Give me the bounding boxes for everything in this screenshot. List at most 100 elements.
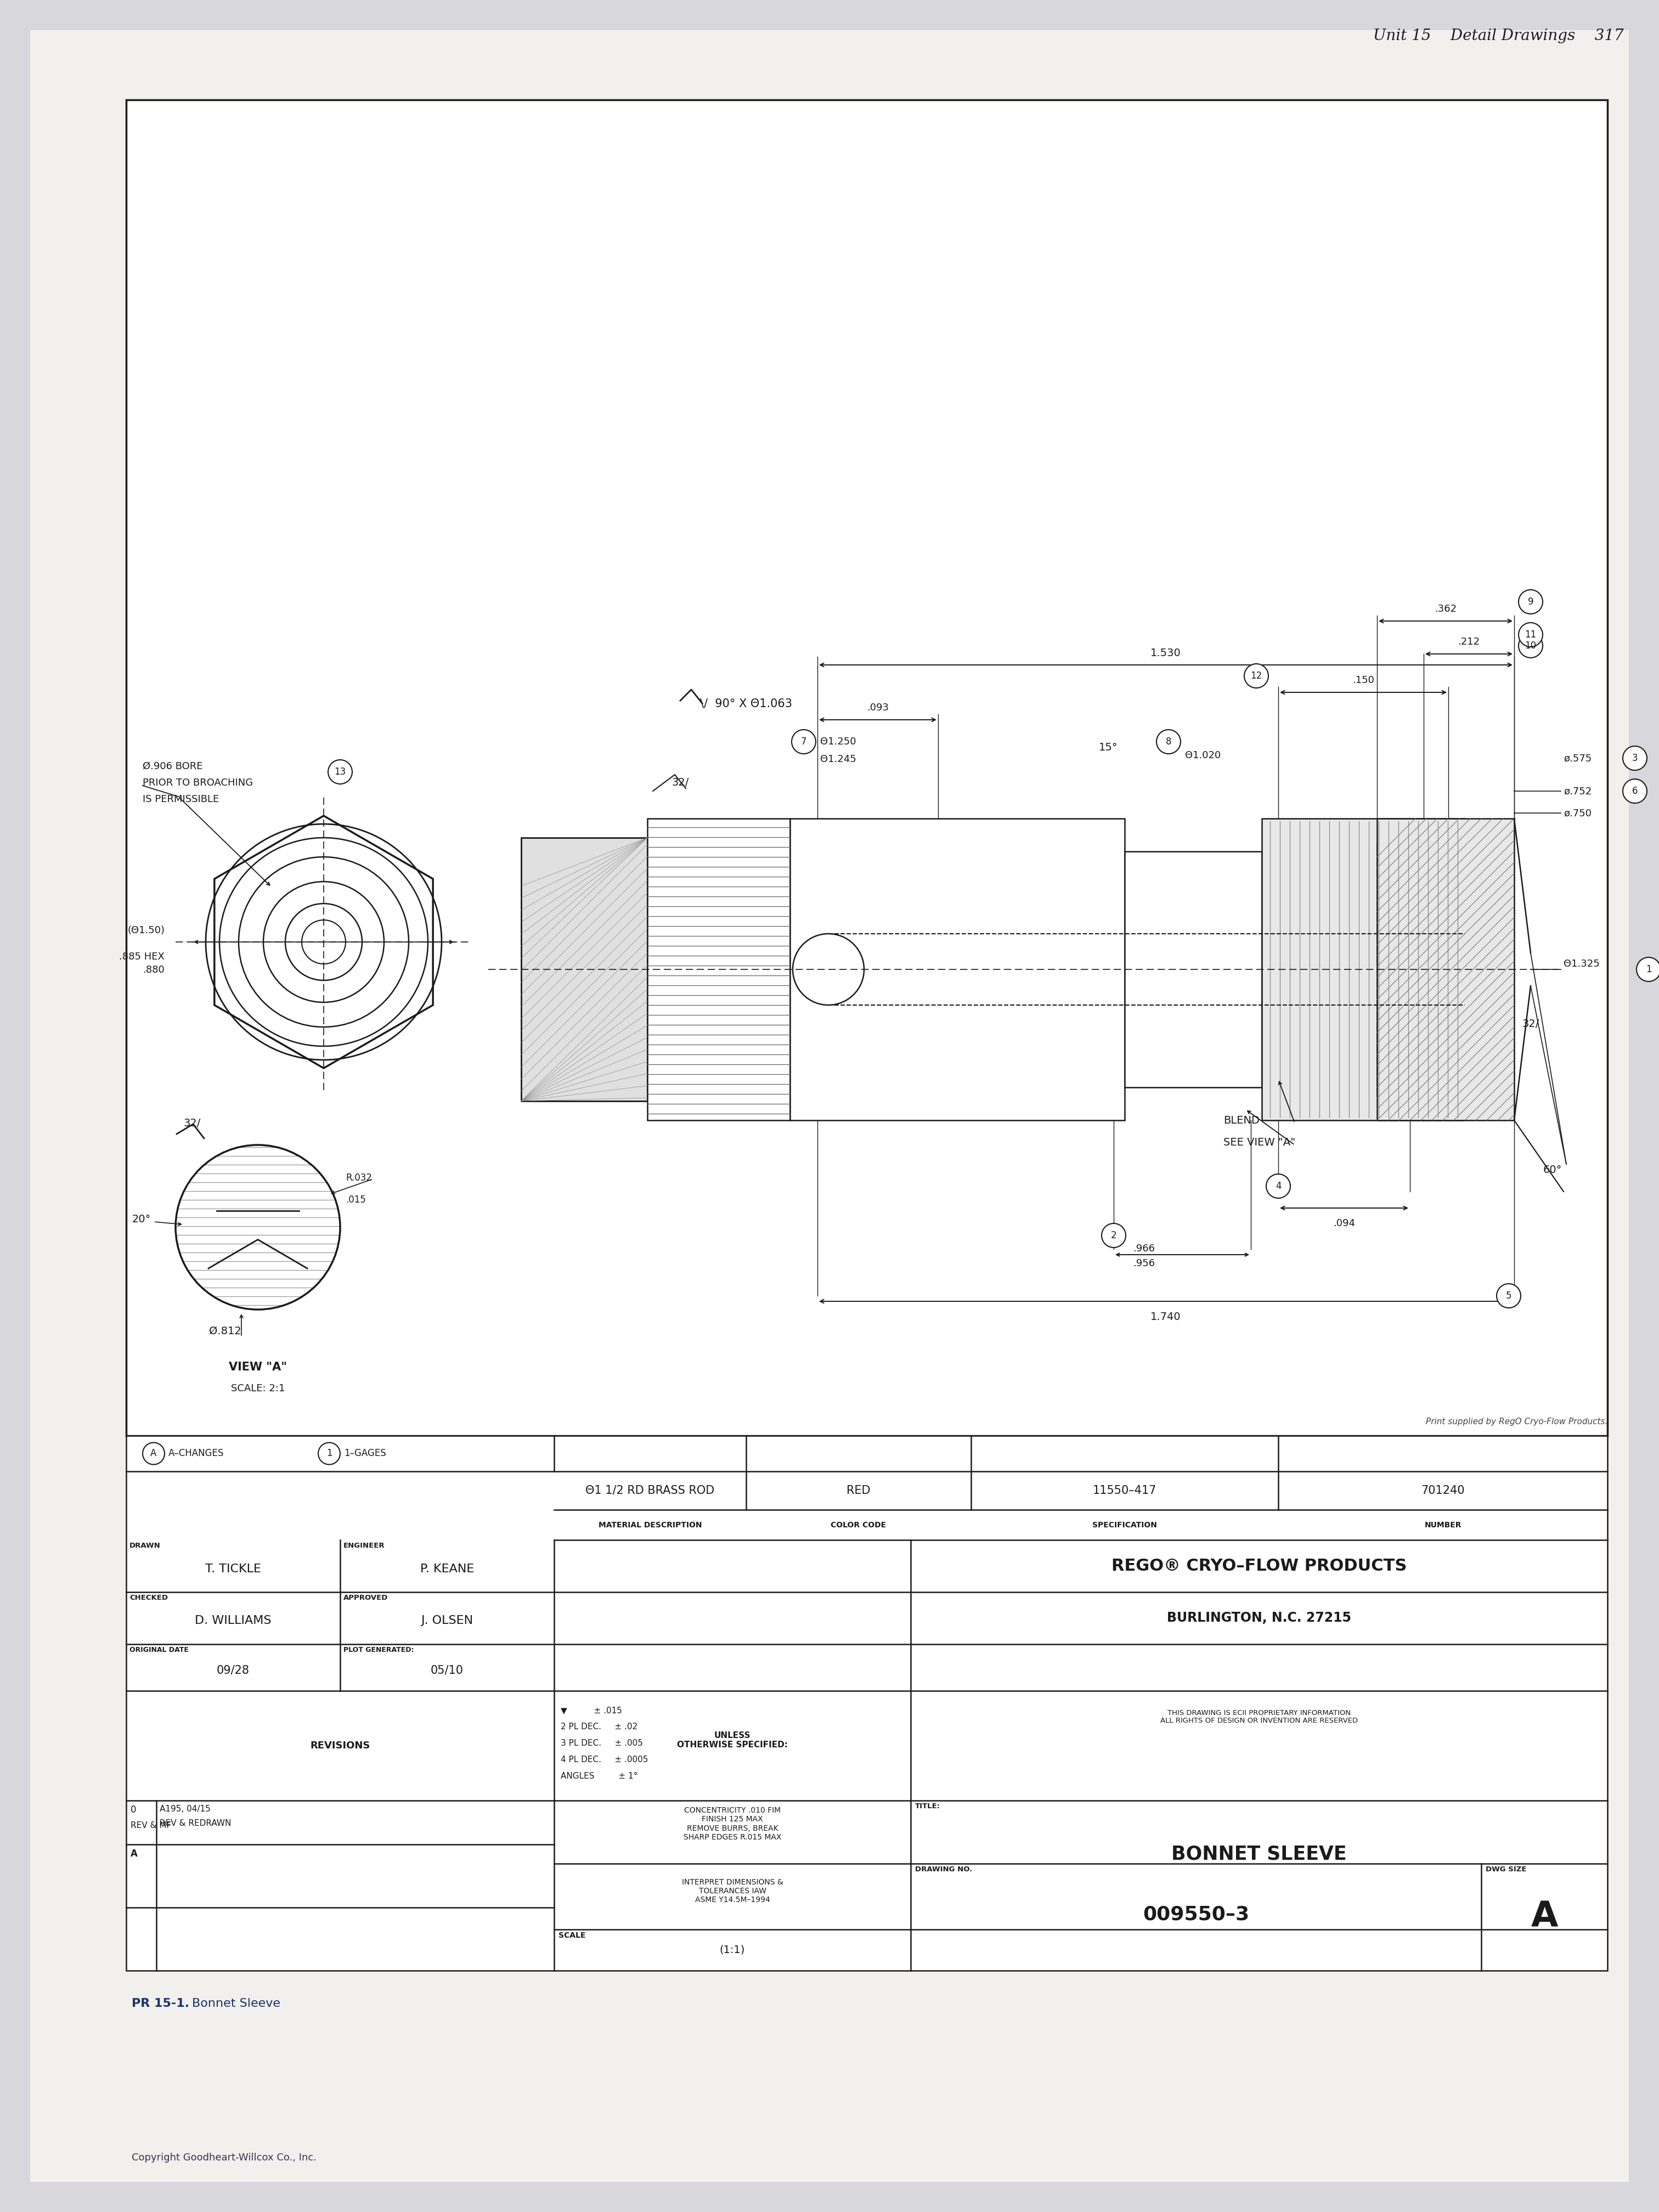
Text: Θ1.325: Θ1.325 (1563, 960, 1599, 969)
Text: 701240: 701240 (1422, 1484, 1465, 1495)
Text: REV & MF: REV & MF (131, 1820, 171, 1829)
Circle shape (143, 1442, 164, 1464)
Text: PLOT GENERATED:: PLOT GENERATED: (343, 1646, 415, 1655)
Text: Ø.906 BORE: Ø.906 BORE (143, 761, 202, 772)
Text: 009550–3: 009550–3 (1143, 1905, 1249, 1924)
Bar (1125, 852, 1262, 1088)
Text: REVISIONS: REVISIONS (310, 1741, 370, 1750)
Text: IS PERMISSIBLE: IS PERMISSIBLE (143, 794, 219, 805)
Circle shape (1518, 633, 1543, 657)
Text: 13: 13 (335, 768, 347, 776)
Text: Θ1.250: Θ1.250 (820, 737, 856, 748)
Bar (647, 818, 790, 1119)
Text: PR 15-1.: PR 15-1. (131, 1997, 189, 2008)
Text: Unit 15    Detail Drawings    317: Unit 15 Detail Drawings 317 (1374, 29, 1624, 44)
Text: 09/28: 09/28 (217, 1666, 249, 1677)
Text: ø.750: ø.750 (1563, 807, 1591, 818)
Text: D. WILLIAMS: D. WILLIAMS (194, 1615, 272, 1626)
Text: ø.575: ø.575 (1563, 754, 1591, 763)
Text: 3: 3 (1632, 754, 1637, 763)
Bar (790, 818, 1125, 1119)
Text: \/  90° X Θ1.063: \/ 90° X Θ1.063 (700, 697, 793, 708)
Text: 1: 1 (1646, 964, 1651, 973)
Text: 11550–417: 11550–417 (1093, 1484, 1156, 1495)
Circle shape (1636, 958, 1659, 982)
Text: REGO® CRYO–FLOW PRODUCTS: REGO® CRYO–FLOW PRODUCTS (1112, 1557, 1407, 1575)
Text: .966: .966 (1133, 1243, 1155, 1254)
Text: DWG SIZE: DWG SIZE (1486, 1867, 1526, 1874)
Text: .212: .212 (1458, 637, 1480, 646)
Text: 3 PL DEC.     ± .005: 3 PL DEC. ± .005 (561, 1739, 644, 1747)
Text: A–CHANGES: A–CHANGES (169, 1449, 224, 1458)
Text: ø.752: ø.752 (1563, 785, 1591, 796)
Text: CHECKED: CHECKED (129, 1595, 168, 1601)
Text: ▼          ± .015: ▼ ± .015 (561, 1705, 622, 1714)
Text: Θ1.245: Θ1.245 (820, 754, 856, 763)
Text: COLOR CODE: COLOR CODE (831, 1522, 886, 1528)
Circle shape (1156, 730, 1181, 754)
Text: ENGINEER: ENGINEER (343, 1542, 385, 1548)
Text: 4: 4 (1276, 1181, 1281, 1190)
Text: 1.530: 1.530 (1150, 648, 1181, 657)
Circle shape (791, 730, 816, 754)
Text: NUMBER: NUMBER (1425, 1522, 1462, 1528)
Bar (126, 1436, 1608, 1971)
Circle shape (1496, 1283, 1521, 1307)
Circle shape (1623, 745, 1647, 770)
Text: APPROVED: APPROVED (343, 1595, 388, 1601)
Circle shape (1244, 664, 1269, 688)
Text: A: A (1531, 1900, 1558, 1933)
Text: SCALE: SCALE (559, 1931, 586, 1940)
Bar (1262, 818, 1465, 1119)
Text: Ø.812: Ø.812 (209, 1325, 241, 1336)
Text: 1: 1 (327, 1449, 332, 1458)
Circle shape (319, 1442, 340, 1464)
Text: Θ1.020: Θ1.020 (1185, 750, 1221, 761)
Text: 2 PL DEC.     ± .02: 2 PL DEC. ± .02 (561, 1723, 637, 1730)
Text: .094: .094 (1334, 1219, 1355, 1228)
Text: .093: .093 (866, 703, 889, 712)
Text: 05/10: 05/10 (431, 1666, 463, 1677)
Text: R.032: R.032 (345, 1172, 372, 1183)
Bar (521, 838, 647, 1102)
Text: .150: .150 (1352, 675, 1374, 686)
Text: T. TICKLE: T. TICKLE (206, 1564, 260, 1575)
Text: Bonnet Sleeve: Bonnet Sleeve (192, 1997, 280, 2008)
Text: P. KEANE: P. KEANE (420, 1564, 474, 1575)
Text: RED: RED (846, 1484, 871, 1495)
Circle shape (1518, 591, 1543, 615)
Text: 1–GAGES: 1–GAGES (343, 1449, 387, 1458)
Text: 4 PL DEC.     ± .0005: 4 PL DEC. ± .0005 (561, 1756, 649, 1763)
Text: REV & REDRAWN: REV & REDRAWN (159, 1818, 231, 1827)
Text: 12: 12 (1251, 670, 1262, 681)
Text: BONNET SLEEVE: BONNET SLEEVE (1171, 1845, 1347, 1863)
Text: (1:1): (1:1) (720, 1944, 745, 1955)
Text: A195, 04/15: A195, 04/15 (159, 1805, 211, 1814)
Text: 9: 9 (1528, 597, 1533, 606)
Text: Θ1 1/2 RD BRASS ROD: Θ1 1/2 RD BRASS ROD (586, 1484, 715, 1495)
Text: MATERIAL DESCRIPTION: MATERIAL DESCRIPTION (599, 1522, 702, 1528)
Text: 32/: 32/ (1521, 1020, 1540, 1029)
Circle shape (793, 933, 864, 1004)
Text: SCALE: 2:1: SCALE: 2:1 (231, 1383, 285, 1394)
Text: SEE VIEW "A": SEE VIEW "A" (1223, 1137, 1296, 1148)
Text: J. OLSEN: J. OLSEN (421, 1615, 473, 1626)
Text: 11: 11 (1525, 630, 1536, 639)
Text: DRAWN: DRAWN (129, 1542, 161, 1548)
Text: .362: .362 (1435, 604, 1457, 615)
Text: DRAWING NO.: DRAWING NO. (916, 1867, 972, 1874)
Circle shape (1266, 1175, 1291, 1199)
Text: Print supplied by RegO Cryo-Flow Products.: Print supplied by RegO Cryo-Flow Product… (1425, 1418, 1608, 1427)
Text: 20°: 20° (133, 1214, 151, 1223)
Text: 32/: 32/ (184, 1117, 201, 1128)
Text: UNLESS
OTHERWISE SPECIFIED:: UNLESS OTHERWISE SPECIFIED: (677, 1732, 788, 1750)
Text: 10: 10 (1525, 641, 1536, 650)
Text: Copyright Goodheart-Willcox Co., Inc.: Copyright Goodheart-Willcox Co., Inc. (131, 2152, 317, 2163)
Circle shape (1623, 779, 1647, 803)
Bar (1377, 843, 1465, 1095)
Text: .885 HEX: .885 HEX (119, 951, 164, 962)
Text: 7: 7 (801, 737, 806, 748)
Text: 60°: 60° (1543, 1164, 1563, 1175)
Bar (126, 100, 1608, 1436)
Text: 6: 6 (1632, 785, 1637, 796)
